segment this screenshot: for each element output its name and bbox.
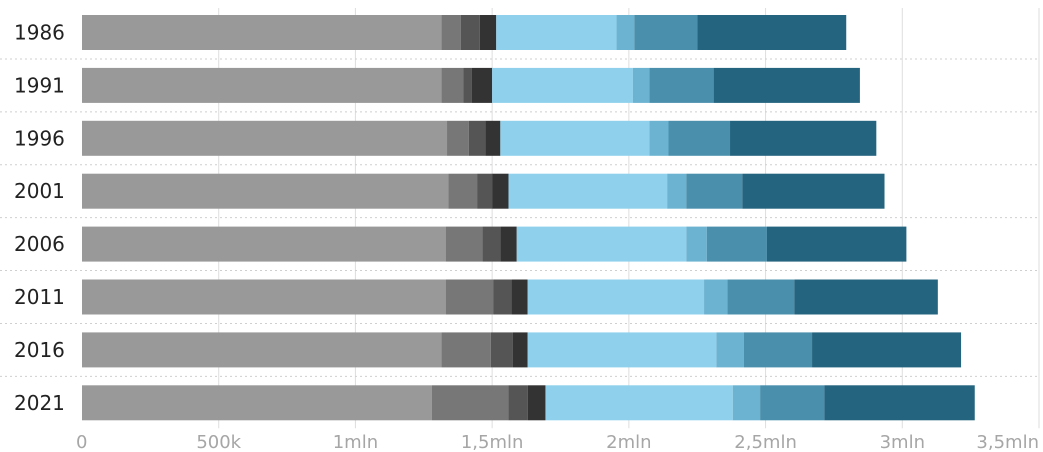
bar-segment-2006-5: [516, 226, 687, 262]
bar-segment-2021-3: [508, 385, 528, 421]
category-label: 1991: [14, 73, 65, 97]
bar-segment-2021-4: [527, 385, 546, 421]
bar-segment-2006-2: [445, 226, 483, 262]
bar-segment-2001-5: [508, 173, 668, 209]
category-label: 2021: [14, 391, 65, 415]
bar-segment-2001-4: [492, 173, 509, 209]
bar-segment-2006-6: [686, 226, 707, 262]
bar-segment-2016-1: [82, 332, 442, 368]
bar-segment-2011-3: [493, 279, 512, 315]
bar-segment-1986-7: [634, 15, 698, 50]
category-label: 2001: [14, 179, 65, 203]
bar-segment-2021-7: [760, 385, 825, 421]
bar-segment-2021-1: [82, 385, 432, 421]
bar-segment-2021-5: [545, 385, 733, 421]
bar-segment-2021-6: [732, 385, 761, 421]
x-tick-label: 2,5mln: [734, 432, 797, 452]
bar-segment-1991-6: [632, 67, 650, 103]
bar-segment-2001-3: [477, 173, 493, 209]
category-label: 1986: [14, 21, 65, 45]
bar-segment-1996-1: [82, 120, 448, 156]
bar-segment-1991-4: [471, 67, 493, 103]
bars: [82, 15, 975, 421]
x-tick-label: 3mln: [880, 432, 925, 452]
x-tick-label: 1mln: [333, 432, 378, 452]
bar-segment-2011-2: [445, 279, 494, 315]
bar-segment-1996-2: [447, 120, 469, 156]
bar-segment-1986-6: [616, 15, 635, 50]
bar-segment-2006-1: [82, 226, 446, 262]
bar-segment-2001-2: [448, 173, 478, 209]
bar-segment-1986-4: [479, 15, 497, 50]
bar-segment-2006-3: [482, 226, 501, 262]
bar-segment-2011-5: [527, 279, 705, 315]
x-tick-label: 3,5mln: [976, 432, 1039, 452]
row-separators: [0, 58, 1039, 377]
bar-segment-2001-1: [82, 173, 449, 209]
bar-segment-1986-5: [496, 15, 617, 50]
bar-segment-2021-2: [431, 385, 509, 421]
bar-segment-2016-2: [441, 332, 491, 368]
category-label: 2011: [14, 285, 65, 309]
bar-segment-2011-4: [511, 279, 528, 315]
bar-segment-1996-3: [468, 120, 486, 156]
bar-segment-1996-5: [500, 120, 650, 156]
bar-segment-2011-6: [704, 279, 728, 315]
x-tick-label: 2mln: [606, 432, 651, 452]
bar-segment-2016-4: [512, 332, 528, 368]
bar-segment-2006-4: [500, 226, 517, 262]
bar-segment-2016-5: [527, 332, 717, 368]
x-axis-tick-labels: 0 500k 1mln 1,5mln 2mln 2,5mln 3mln 3,5mln: [76, 432, 1039, 452]
x-tick-label: 500k: [196, 432, 241, 452]
bar-segment-2001-7: [686, 173, 743, 209]
bar-segment-1991-7: [649, 67, 714, 103]
bar-segment-1986-8: [697, 15, 847, 50]
x-tick-label: 1,5mln: [461, 432, 524, 452]
bar-segment-2016-7: [743, 332, 813, 368]
bar-segment-2016-8: [812, 332, 962, 368]
bar-segment-2006-7: [706, 226, 767, 262]
bar-segment-1996-4: [485, 120, 501, 156]
category-label: 2006: [14, 232, 65, 256]
bar-segment-2001-8: [742, 173, 885, 209]
bar-segment-1996-8: [730, 120, 877, 156]
bar-segment-2016-6: [716, 332, 744, 368]
bar-segment-2016-3: [490, 332, 513, 368]
bar-segment-1996-7: [668, 120, 731, 156]
bar-segment-2001-6: [667, 173, 687, 209]
bar-segment-1986-3: [460, 15, 480, 50]
bar-segment-2011-7: [727, 279, 795, 315]
bar-segment-2006-8: [766, 226, 907, 262]
bar-segment-1991-1: [82, 67, 442, 103]
bar-segment-1991-2: [441, 67, 464, 103]
bar-segment-1996-6: [649, 120, 669, 156]
bar-segment-2021-8: [824, 385, 975, 421]
bar-segment-1991-5: [492, 67, 633, 103]
bar-segment-1991-8: [713, 67, 860, 103]
bar-segment-2011-8: [794, 279, 938, 315]
bar-segment-1986-1: [82, 15, 442, 50]
category-label: 1996: [14, 126, 65, 150]
x-tick-label: 0: [76, 432, 87, 452]
bar-segment-1986-2: [441, 15, 461, 50]
bar-segment-2011-1: [82, 279, 446, 315]
category-label: 2016: [14, 338, 65, 362]
bar-segment-1991-3: [463, 67, 472, 103]
category-labels: 1986 1991 1996 2001 2006 2011 2016 2021: [14, 21, 65, 415]
